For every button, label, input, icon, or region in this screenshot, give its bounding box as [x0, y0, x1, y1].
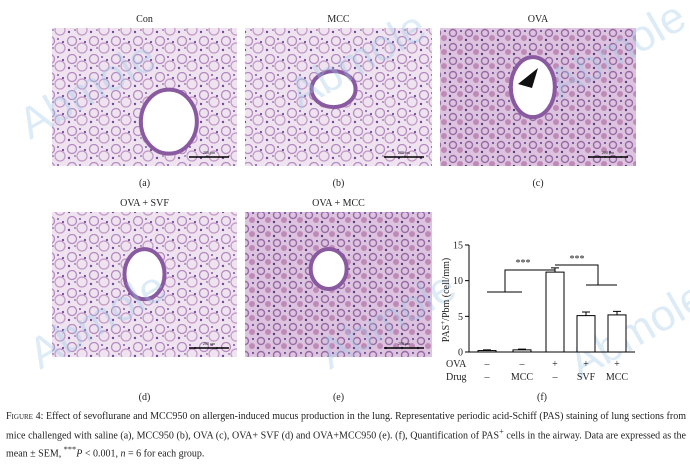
row-marker: +: [614, 359, 620, 370]
significance-label: ***: [570, 254, 585, 265]
panel-title: OVA + SVF: [120, 198, 169, 209]
caption: Figure 4: Effect of sevoflurane and MCC9…: [6, 410, 686, 462]
y-axis-label-part: PAS: [441, 325, 452, 342]
panel-label: (c): [532, 178, 543, 189]
scale-label: 200 μm: [398, 341, 411, 346]
panel-title: OVA + MCC: [312, 198, 365, 209]
caption-text: +: [499, 426, 504, 436]
airway: [308, 246, 349, 291]
panel-label: (f): [537, 392, 547, 403]
arrowhead: [518, 68, 538, 88]
bar: [512, 349, 532, 353]
row-marker: –: [484, 359, 491, 370]
bar: [545, 271, 565, 353]
caption-label: Figure 4:: [6, 411, 44, 422]
caption-text: n: [120, 448, 126, 460]
scale-label: 200 μm: [203, 150, 216, 155]
panel-label: (d): [139, 392, 151, 403]
row-marker: –: [552, 372, 559, 383]
panel-title: OVA: [528, 14, 549, 25]
panel-title: MCC: [327, 14, 350, 25]
row-marker: +: [583, 359, 589, 370]
row-label: OVA: [446, 359, 467, 370]
panel-title: Con: [136, 14, 153, 25]
significance-label: ***: [516, 258, 531, 269]
caption-text: cells in the airway. Data are expressed …: [6, 429, 686, 460]
caption-text: < 0.001,: [82, 448, 121, 460]
bar: [576, 315, 596, 353]
scale-label: 200 μm: [203, 341, 216, 346]
row-marker: –: [519, 359, 526, 370]
y-tick-label: 5: [458, 312, 463, 323]
error-bar: [582, 311, 590, 316]
row-label: Drug: [446, 372, 467, 383]
row-marker: +: [552, 359, 558, 370]
histology-image: [52, 28, 237, 166]
row-marker: MCC: [606, 372, 629, 383]
row-marker: SVF: [577, 372, 596, 383]
row-marker: MCC: [511, 372, 534, 383]
scale-label: 200 μm: [602, 150, 615, 155]
airway: [508, 55, 557, 120]
caption-text: ***: [63, 445, 77, 455]
scale-label: 200 μm: [398, 150, 411, 155]
panel-label: (a): [139, 178, 150, 189]
y-tick-label: 0: [458, 348, 463, 359]
figure: Con (a) 200 μm MCC (b) 200 μm OVA (c) 200 μm OVA …: [11, 0, 690, 403]
airway: [138, 87, 199, 156]
significance-bracket: [555, 264, 617, 286]
panel-label: (e): [333, 392, 344, 403]
error-bar: [518, 348, 526, 350]
y-axis-label: PAS+/Pbm (cell/mm): [439, 258, 452, 342]
error-bar: [483, 349, 491, 351]
significance-bracket: [487, 269, 555, 293]
y-axis-label-part: +: [439, 321, 447, 325]
caption-text: = 6 for each group.: [125, 448, 205, 460]
bar: [607, 314, 627, 353]
airway: [309, 69, 358, 110]
bar: [477, 350, 497, 353]
panel-label: (b): [333, 178, 345, 189]
y-tick-label: 10: [453, 276, 463, 287]
caption-text: Effect of sevoflurane and MCC950 on alle…: [6, 411, 686, 441]
airway: [122, 247, 167, 302]
y-axis-label-part: /Pbm (cell/mm): [441, 258, 452, 321]
caption-text: P: [76, 448, 83, 460]
y-tick-label: 15: [453, 241, 463, 252]
row-marker: –: [484, 372, 491, 383]
error-bar: [613, 310, 621, 315]
